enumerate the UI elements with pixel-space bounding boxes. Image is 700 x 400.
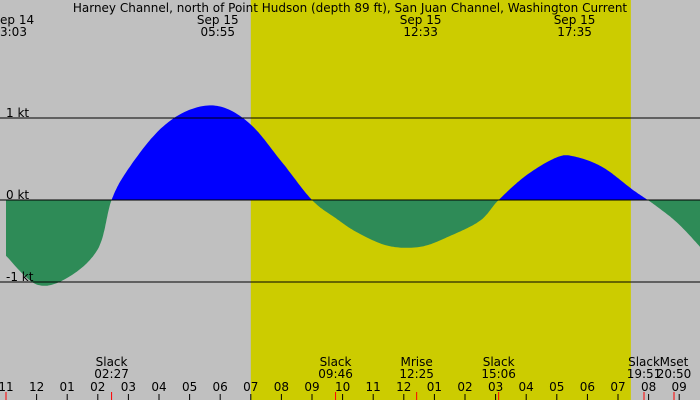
x-tick-label: 03 xyxy=(488,380,503,394)
y-tick-label: 0 kt xyxy=(6,188,29,202)
event-type-label: Mset xyxy=(660,355,689,369)
flood-current-area xyxy=(111,105,312,200)
x-tick-label: 01 xyxy=(60,380,75,394)
flood-current-area xyxy=(498,155,648,200)
x-tick-label: 04 xyxy=(519,380,534,394)
peak-time-label: 12:33 xyxy=(403,25,438,39)
event-time-label: 09:46 xyxy=(318,367,353,381)
peak-date-label: ep 14 xyxy=(0,13,34,27)
peak-time-label: 05:55 xyxy=(200,25,235,39)
x-tick-label: 08 xyxy=(641,380,656,394)
event-type-label: Mrise xyxy=(401,355,433,369)
event-time-label: 02:27 xyxy=(94,367,129,381)
x-tick-label: 06 xyxy=(580,380,595,394)
ebb-current-area xyxy=(647,200,700,247)
x-tick-label: 01 xyxy=(427,380,442,394)
peak-time-label: 3:03 xyxy=(0,25,27,39)
peak-date-label: Sep 15 xyxy=(400,13,442,27)
x-tick-label: 09 xyxy=(304,380,319,394)
chart-title: Harney Channel, north of Point Hudson (d… xyxy=(73,1,628,15)
event-time-label: 19:51 xyxy=(627,367,662,381)
x-tick-label: 07 xyxy=(610,380,625,394)
event-time-label: 15:06 xyxy=(481,367,516,381)
event-type-label: Slack xyxy=(628,355,660,369)
x-tick-label: 06 xyxy=(213,380,228,394)
x-tick-label: 11 xyxy=(0,380,14,394)
event-type-label: Slack xyxy=(483,355,515,369)
ebb-current-area xyxy=(312,200,499,248)
x-tick-label: 03 xyxy=(121,380,136,394)
x-tick-label: 02 xyxy=(90,380,105,394)
x-tick-label: 04 xyxy=(151,380,166,394)
event-time-label: 20:50 xyxy=(657,367,692,381)
peak-time-label: 17:35 xyxy=(557,25,592,39)
x-tick-label: 02 xyxy=(457,380,472,394)
y-tick-label: 1 kt xyxy=(6,106,29,120)
event-time-label: 12:25 xyxy=(399,367,434,381)
x-tick-label: 05 xyxy=(182,380,197,394)
x-tick-label: 07 xyxy=(243,380,258,394)
event-type-label: Slack xyxy=(320,355,352,369)
x-tick-label: 12 xyxy=(29,380,44,394)
y-tick-label: -1 kt xyxy=(6,270,34,284)
ebb-current-area xyxy=(6,200,112,286)
x-tick-label: 09 xyxy=(672,380,687,394)
event-type-label: Slack xyxy=(96,355,128,369)
x-tick-label: 08 xyxy=(274,380,289,394)
peak-date-label: Sep 15 xyxy=(554,13,596,27)
x-tick-label: 11 xyxy=(366,380,381,394)
x-tick-label: 05 xyxy=(549,380,564,394)
peak-date-label: Sep 15 xyxy=(197,13,239,27)
x-tick-label: 12 xyxy=(396,380,411,394)
x-tick-label: 10 xyxy=(335,380,350,394)
